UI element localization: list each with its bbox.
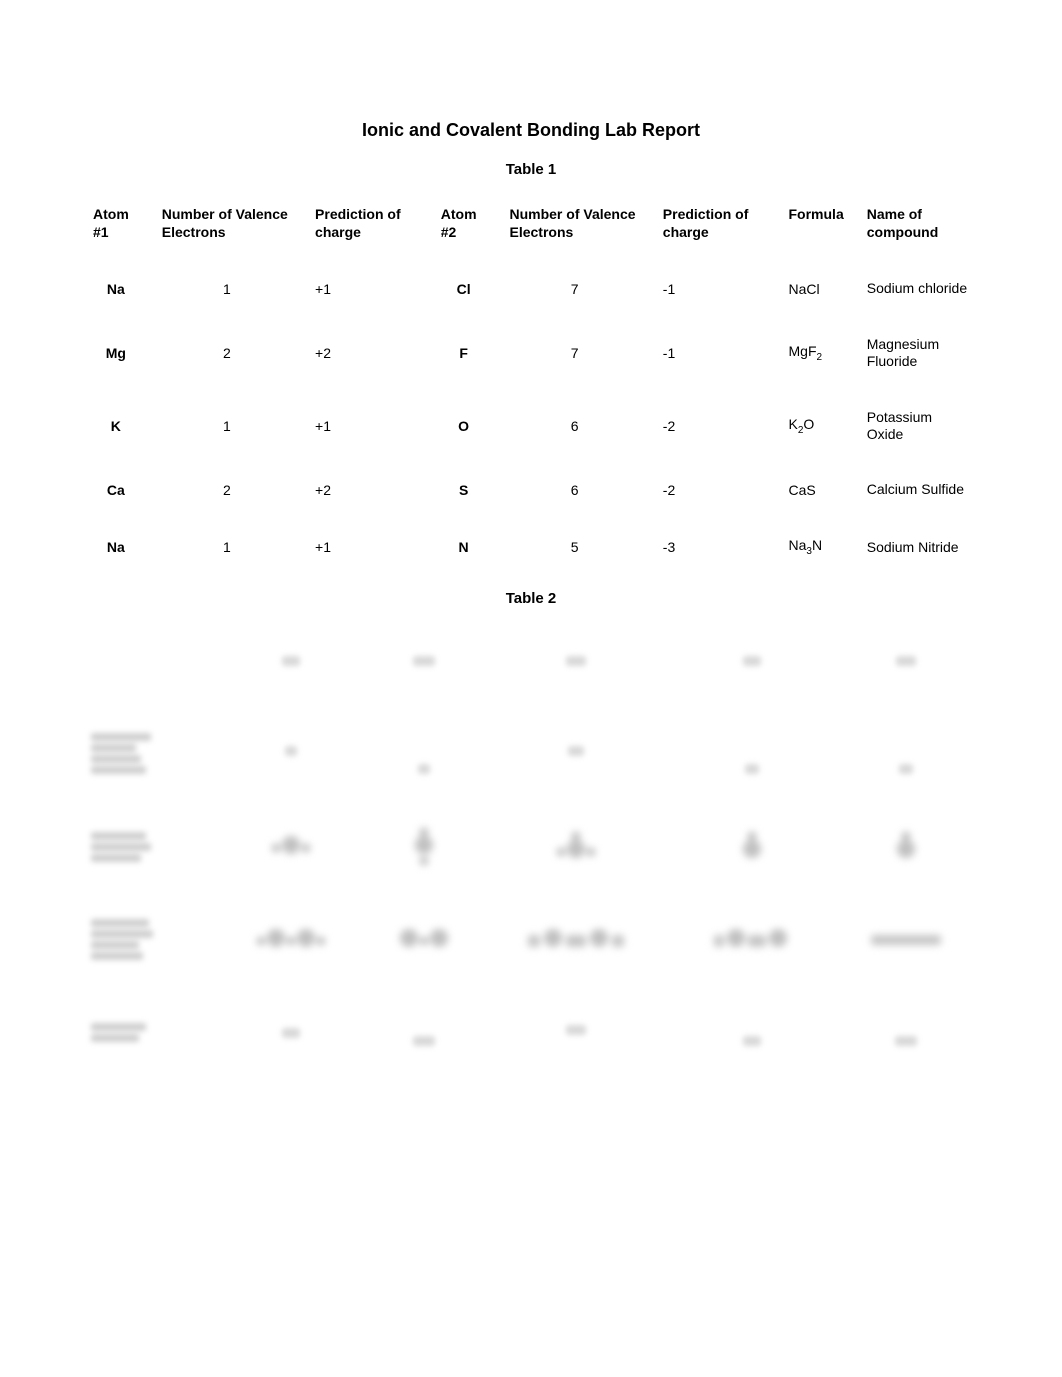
table2-cell: [482, 709, 671, 799]
cell-formula: MgF2: [779, 318, 854, 388]
cell-compound: Calcium Sulfide: [857, 463, 979, 516]
document-title: Ionic and Covalent Bonding Lab Report: [80, 120, 982, 141]
col-atom2: Atom #2: [431, 187, 497, 259]
cell-valence1: 1: [152, 391, 302, 461]
cell-atom1: Na: [83, 519, 149, 575]
cell-formula: CaS: [779, 463, 854, 516]
table2-cell: [369, 988, 480, 1078]
cell-valence2: 5: [499, 519, 649, 575]
cell-formula: K2O: [779, 391, 854, 461]
table2-row-label: [83, 709, 213, 799]
table2-row: [83, 988, 979, 1078]
table2-row-label: [83, 895, 213, 985]
cell-valence1: 1: [152, 519, 302, 575]
cell-charge2: -3: [653, 519, 776, 575]
col-valence2: Number of Valence Electrons: [499, 187, 649, 259]
cell-valence1: 2: [152, 318, 302, 388]
table2-cell: [674, 895, 830, 985]
cell-charge1: +1: [305, 391, 428, 461]
col-charge1: Prediction of charge: [305, 187, 428, 259]
col-charge2: Prediction of charge: [653, 187, 776, 259]
table2-cell: [833, 895, 979, 985]
table2-col-header: [369, 616, 480, 706]
table2-cell: [216, 988, 366, 1078]
table2-cell: [674, 709, 830, 799]
cell-atom2: F: [431, 318, 497, 388]
table2-col-header: [216, 616, 366, 706]
table2-cell: [216, 802, 366, 892]
table-row: K1+1O6-2K2OPotassium Oxide: [83, 391, 979, 461]
table2-cell: [833, 709, 979, 799]
table2: [80, 613, 982, 1081]
cell-valence2: 6: [499, 391, 649, 461]
table2-cell: [674, 802, 830, 892]
cell-compound: Sodium Nitride: [857, 519, 979, 575]
cell-charge1: +2: [305, 463, 428, 516]
cell-atom2: N: [431, 519, 497, 575]
cell-charge1: +1: [305, 262, 428, 315]
cell-atom1: K: [83, 391, 149, 461]
cell-compound: Magnesium Fluoride: [857, 318, 979, 388]
table2-cell: [833, 988, 979, 1078]
table2-row-label: [83, 988, 213, 1078]
cell-valence1: 1: [152, 262, 302, 315]
table2-cell: [674, 988, 830, 1078]
table2-cell: [482, 988, 671, 1078]
cell-charge2: -1: [653, 262, 776, 315]
cell-charge2: -2: [653, 391, 776, 461]
table-row: Mg2+2F7-1MgF2Magnesium Fluoride: [83, 318, 979, 388]
table2-caption: Table 2: [80, 590, 982, 607]
cell-charge2: -2: [653, 463, 776, 516]
cell-charge1: +1: [305, 519, 428, 575]
table2-col-header: [833, 616, 979, 706]
table2-col-header: [674, 616, 830, 706]
table1: Atom #1 Number of Valence Electrons Pred…: [80, 184, 982, 578]
cell-valence1: 2: [152, 463, 302, 516]
table2-cell: [833, 802, 979, 892]
table2-row: [83, 709, 979, 799]
table2-cell: [369, 895, 480, 985]
table2-cell: [369, 709, 480, 799]
cell-formula: Na3N: [779, 519, 854, 575]
cell-valence2: 6: [499, 463, 649, 516]
cell-atom2: Cl: [431, 262, 497, 315]
cell-atom1: Na: [83, 262, 149, 315]
cell-atom1: Ca: [83, 463, 149, 516]
cell-valence2: 7: [499, 318, 649, 388]
cell-charge1: +2: [305, 318, 428, 388]
col-valence1: Number of Valence Electrons: [152, 187, 302, 259]
table2-blank-header: [83, 616, 213, 706]
table1-header-row: Atom #1 Number of Valence Electrons Pred…: [83, 187, 979, 259]
table2-col-header: [482, 616, 671, 706]
table2-cell: [216, 895, 366, 985]
cell-atom2: S: [431, 463, 497, 516]
cell-charge2: -1: [653, 318, 776, 388]
table2-cell: [216, 709, 366, 799]
table2-header-row: [83, 616, 979, 706]
cell-compound: Sodium chloride: [857, 262, 979, 315]
cell-formula: NaCl: [779, 262, 854, 315]
table1-caption: Table 1: [80, 161, 982, 178]
cell-compound: Potassium Oxide: [857, 391, 979, 461]
table2-row: [83, 802, 979, 892]
table2-row-label: [83, 802, 213, 892]
cell-atom2: O: [431, 391, 497, 461]
table2-row: [83, 895, 979, 985]
table-row: Ca2+2S6-2CaSCalcium Sulfide: [83, 463, 979, 516]
col-atom1: Atom #1: [83, 187, 149, 259]
table-row: Na1+1N5-3Na3NSodium Nitride: [83, 519, 979, 575]
table-row: Na1+1Cl7-1NaClSodium chloride: [83, 262, 979, 315]
col-compound: Name of compound: [857, 187, 979, 259]
cell-valence2: 7: [499, 262, 649, 315]
table2-cell: [369, 802, 480, 892]
table2-cell: [482, 895, 671, 985]
col-formula: Formula: [779, 187, 854, 259]
table2-cell: [482, 802, 671, 892]
cell-atom1: Mg: [83, 318, 149, 388]
